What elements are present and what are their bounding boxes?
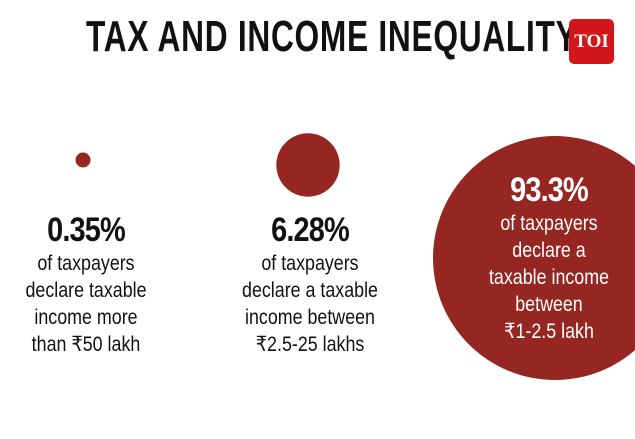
stat-desc: between: [515, 293, 583, 316]
stat-percent: 6.28%: [271, 211, 350, 249]
stat-desc: ₹2.5-25 lakhs: [255, 333, 365, 356]
stat-percent: 93.3%: [510, 171, 589, 209]
toi-logo: TOI: [569, 19, 614, 64]
stat-desc: of taxpayers: [500, 212, 598, 235]
stat-desc: taxable income: [488, 266, 610, 289]
stat-desc: of taxpayers: [261, 252, 359, 275]
bubble-over-50-lakh: [75, 152, 91, 168]
stat-block-2: 6.28% of taxpayers declare a taxable inc…: [230, 210, 390, 358]
stat-desc: than ₹50 lakh: [31, 333, 141, 356]
stat-desc: ₹1-2.5 lakh: [504, 320, 594, 343]
stat-desc: income more: [34, 306, 138, 329]
stat-block-1: 0.35% of taxpayers declare taxable incom…: [15, 210, 157, 358]
stat-desc: declare a taxable: [242, 279, 378, 302]
stat-desc: income between: [244, 306, 375, 329]
stat-percent: 0.35%: [47, 211, 126, 249]
stat-desc: declare taxable: [25, 279, 147, 302]
stat-desc: declare a: [512, 239, 586, 262]
bubble-2.5-25-lakh: [276, 133, 340, 197]
stat-desc: of taxpayers: [37, 252, 135, 275]
bubble-1-2.5-lakh: [433, 136, 635, 380]
stat-block-3: 93.3% of taxpayers declare a taxable inc…: [478, 170, 619, 345]
